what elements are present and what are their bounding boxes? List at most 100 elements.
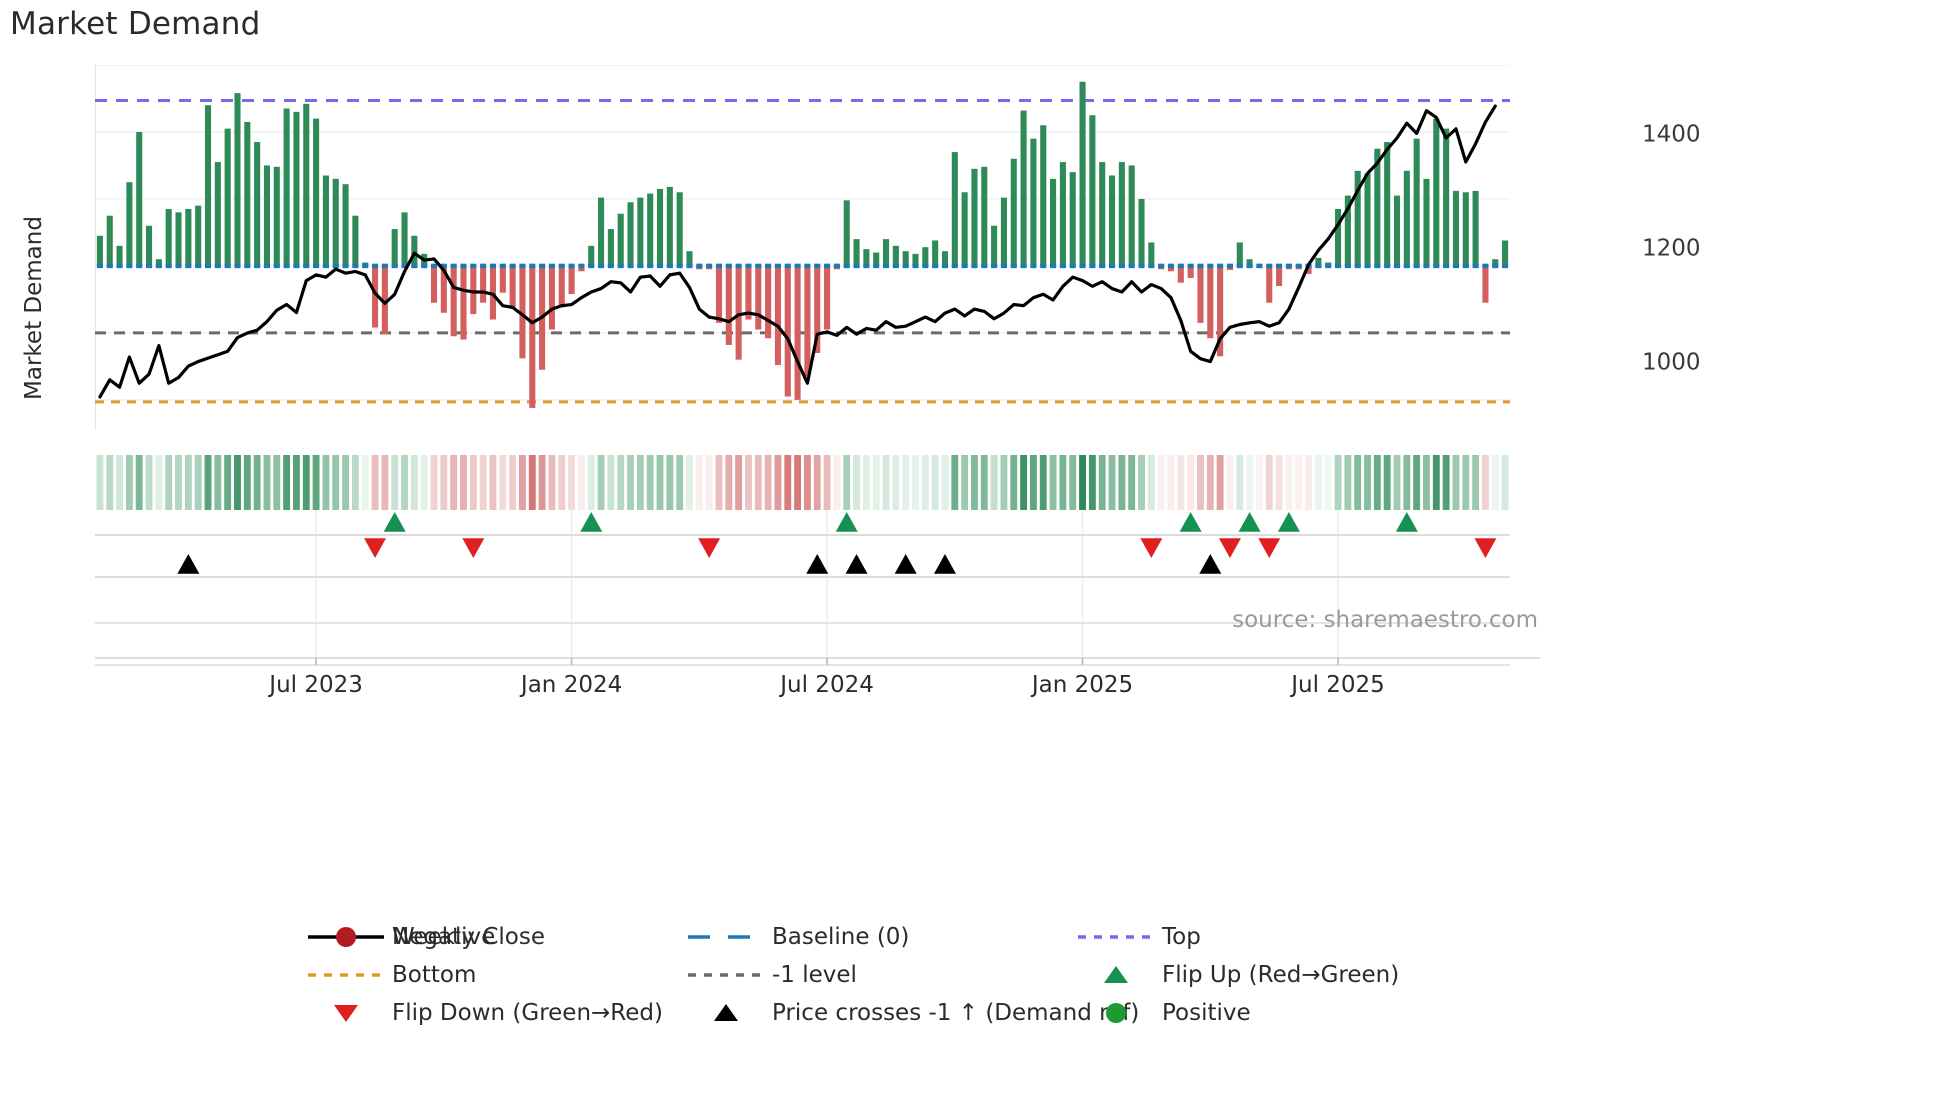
heatmap-cell xyxy=(843,455,851,510)
legend-item-flip-down-green-red[interactable]: Flip Down (Green→Red) xyxy=(300,994,663,1032)
heatmap-cell xyxy=(558,455,566,510)
demand-bar xyxy=(136,131,143,266)
heatmap-cell xyxy=(725,455,733,510)
demand-bar xyxy=(185,208,192,266)
legend-item-negative[interactable]: Negative xyxy=(300,918,495,956)
heatmap-cell xyxy=(342,455,350,510)
demand-bar xyxy=(342,184,349,266)
heatmap-cell xyxy=(833,455,841,510)
demand-bar xyxy=(273,166,280,266)
heatmap-cell xyxy=(420,455,428,510)
heatmap-cell xyxy=(1226,455,1234,510)
legend-item-flip-up-red-green[interactable]: Flip Up (Red→Green) xyxy=(1070,956,1399,994)
heatmap-cell xyxy=(921,455,929,510)
heatmap-cell xyxy=(1255,455,1263,510)
heatmap-cell xyxy=(823,455,831,510)
heatmap-cell xyxy=(794,455,802,510)
heatmap-cell xyxy=(96,455,104,510)
y-tick-right: 1400 xyxy=(1642,121,1701,147)
demand-bar xyxy=(1020,110,1027,266)
heatmap-cell xyxy=(1108,455,1116,510)
weekly-close-line xyxy=(98,104,1497,399)
legend-item-bottom[interactable]: Bottom xyxy=(300,956,476,994)
legend-triangle-up-icon xyxy=(1104,966,1128,983)
triangle-down-icon xyxy=(300,994,392,1032)
dashed-line-wide-icon xyxy=(680,918,772,956)
legend-item-top[interactable]: Top xyxy=(1070,918,1201,956)
demand-bar xyxy=(1374,148,1381,266)
legend-circle-icon xyxy=(336,927,356,947)
demand-bar xyxy=(1334,208,1342,266)
demand-bar xyxy=(244,121,251,266)
heatmap-cell xyxy=(214,455,222,510)
demand-bar xyxy=(824,265,831,330)
demand-bar xyxy=(1433,118,1440,266)
demand-bar xyxy=(922,247,929,266)
legend-item-positive[interactable]: Positive xyxy=(1070,994,1251,1032)
demand-bar xyxy=(293,111,300,266)
heatmap-cell xyxy=(332,455,340,510)
demand-bar xyxy=(1108,175,1116,266)
heatmap-cell xyxy=(293,455,300,510)
x-tick-label: Jul 2025 xyxy=(1289,672,1385,698)
heatmap-cell xyxy=(1265,455,1273,510)
heatmap-cell xyxy=(1462,455,1470,510)
demand-bar xyxy=(1315,257,1322,266)
demand-bar xyxy=(981,166,988,266)
demand-bar xyxy=(1423,178,1430,266)
y-tick-right: 1000 xyxy=(1642,350,1701,376)
demand-bar xyxy=(1354,170,1361,266)
heatmap-cell xyxy=(1029,455,1037,510)
demand-bar xyxy=(96,235,103,266)
dotted-line-icon xyxy=(300,956,392,994)
demand-bar xyxy=(558,265,565,308)
heatmap-cell xyxy=(1423,455,1430,510)
demand-bar xyxy=(175,212,182,266)
heatmap-cell xyxy=(1334,455,1342,510)
demand-bar xyxy=(234,93,241,266)
heatmap-cell xyxy=(381,455,389,510)
demand-bar xyxy=(1059,162,1066,266)
heatmap-cell xyxy=(155,455,163,510)
demand-bar xyxy=(372,265,379,328)
legend-item-weekly-close[interactable]: Weekly Close xyxy=(300,918,545,956)
heatmap-cell xyxy=(1079,455,1086,510)
demand-bar xyxy=(873,252,880,266)
demand-bar xyxy=(1246,259,1253,266)
heatmap-cell xyxy=(1206,455,1214,510)
demand-bar xyxy=(332,178,339,266)
heatmap-cell xyxy=(646,455,654,510)
demand-bar xyxy=(853,239,860,266)
heatmap-cell xyxy=(1147,455,1155,510)
demand-bar xyxy=(1364,173,1371,266)
heatmap-cell xyxy=(469,455,477,510)
demand-bar xyxy=(1138,198,1145,266)
demand-bar xyxy=(941,251,949,266)
legend-marker-triangle-down xyxy=(334,1005,358,1022)
flip-down-marker xyxy=(1140,538,1163,558)
demand-bar xyxy=(1217,265,1224,357)
demand-bar xyxy=(902,251,909,266)
legend-item-price-crosses-1-demand-ref[interactable]: Price crosses -1 ↑ (Demand ref) xyxy=(680,994,1139,1032)
legend-triangle-up-icon xyxy=(714,1004,738,1021)
circle-icon xyxy=(1070,994,1162,1032)
dotted-line-icon xyxy=(680,956,772,994)
demand-bar xyxy=(1393,195,1401,266)
price-cross-marker xyxy=(894,554,917,574)
heatmap-cell xyxy=(322,455,330,510)
heatmap-cell xyxy=(165,455,173,510)
heatmap-cell xyxy=(106,455,114,510)
flip-up-marker xyxy=(1179,512,1202,532)
price-cross-marker xyxy=(933,554,956,574)
heatmap-cell xyxy=(1236,455,1244,510)
demand-bar xyxy=(165,208,172,266)
heatmap-cell xyxy=(234,455,241,510)
heatmap-cell xyxy=(1167,455,1175,510)
legend-item-1-level[interactable]: -1 level xyxy=(680,956,857,994)
heatmap-cell xyxy=(391,455,399,510)
heatmap-cell xyxy=(1354,455,1362,510)
heatmap-cell xyxy=(489,455,497,510)
heatmap-cell xyxy=(1403,455,1411,510)
x-tick-label: Jan 2024 xyxy=(519,672,622,698)
legend-item-baseline-0[interactable]: Baseline (0) xyxy=(680,918,909,956)
